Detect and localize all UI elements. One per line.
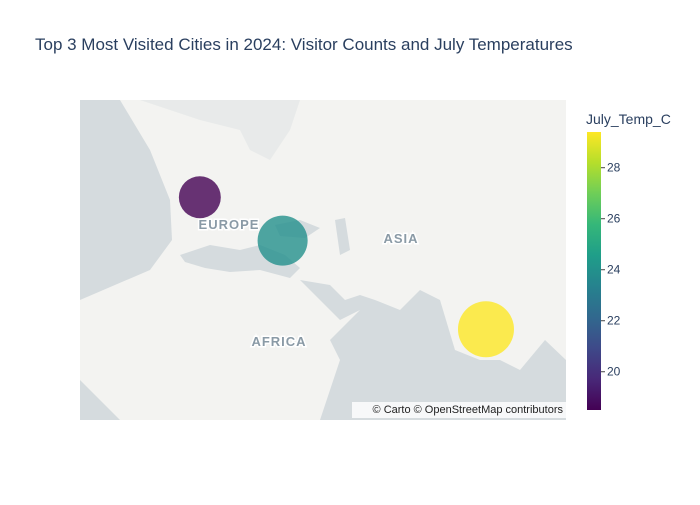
attribution: © Carto © OpenStreetMap contributors: [373, 404, 564, 416]
points: [178, 176, 514, 358]
ocean: [80, 100, 172, 300]
city-bubble: [257, 215, 308, 266]
ocean: [80, 380, 120, 420]
ocean: [300, 280, 566, 420]
colorbar-ticks: 20 22 24 26 28: [601, 161, 621, 379]
attribution-bg: [352, 402, 566, 418]
colorbar: [587, 132, 601, 410]
map-label: ASIA: [383, 231, 418, 246]
colorbar-tick-label: 28: [607, 161, 621, 175]
colorbar-tick-label: 20: [607, 365, 621, 379]
sea: [335, 218, 350, 255]
chart-title: Top 3 Most Visited Cities in 2024: Visit…: [35, 35, 573, 54]
sea: [140, 100, 300, 160]
city-bubble: [178, 176, 221, 219]
colorbar-tick-label: 26: [607, 212, 621, 226]
colorbar-tick-label: 22: [607, 314, 621, 328]
colorbar-title: July_Temp_C: [586, 111, 671, 127]
city-bubble: [457, 301, 514, 358]
colorbar-tick-label: 24: [607, 263, 621, 277]
map: EUROPE ASIA AFRICA © Carto © OpenStreetM…: [80, 100, 566, 420]
map-label: AFRICA: [251, 334, 306, 349]
map-label: EUROPE: [199, 217, 260, 232]
